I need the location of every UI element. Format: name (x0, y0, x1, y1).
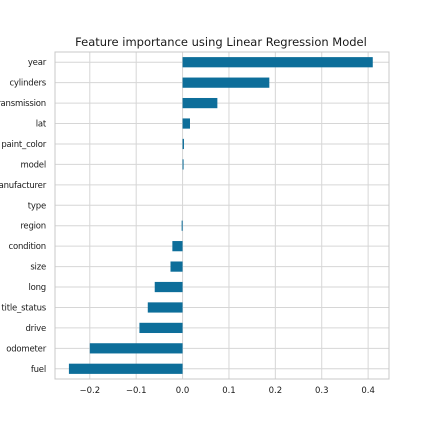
x-tick-label: 0.0 (176, 386, 190, 396)
category-label: long (28, 283, 46, 293)
category-label: region (20, 222, 46, 232)
category-label: model (21, 160, 46, 170)
x-tick-label: 0.3 (315, 386, 329, 396)
bar-size (170, 261, 183, 272)
bar-model (182, 159, 184, 170)
bar-region (181, 220, 183, 231)
bar-year (182, 57, 373, 68)
bars (68, 57, 373, 374)
category-label: size (30, 263, 46, 273)
bar-lat (182, 118, 190, 129)
bar-paint-color (182, 138, 184, 150)
x-tick-labels: −0.2 −0.1 0.0 0.1 0.2 0.3 0.4 (79, 386, 374, 396)
category-label: year (28, 58, 47, 68)
grid-lines (55, 52, 389, 379)
bar-title-status (147, 302, 183, 313)
bar-condition (172, 241, 183, 252)
x-tick-label: −0.1 (126, 386, 147, 396)
category-label: drive (25, 324, 46, 334)
category-label: title_status (1, 303, 46, 313)
bar-fuel (68, 363, 183, 374)
category-label: manufacturer (0, 181, 47, 191)
category-labels: year cylinders transmission lat paint_colorm… (0, 58, 47, 375)
x-tick-label: 0.1 (222, 386, 236, 396)
bar-cylinders (182, 77, 270, 88)
x-tick-label: −0.2 (79, 386, 100, 396)
category-label: type (28, 201, 46, 211)
x-tick-label: 0.4 (361, 386, 375, 396)
bar-long (154, 281, 183, 293)
bar-odometer (89, 343, 183, 354)
bar-drive (139, 322, 183, 334)
bar-transmission (182, 97, 218, 109)
chart-title: Feature importance using Linear Regressi… (75, 35, 367, 49)
category-label: lat (36, 120, 47, 130)
category-label: transmission (0, 99, 46, 109)
plot-frame (54, 51, 390, 380)
category-label: cylinders (9, 79, 46, 89)
category-label: paint_color (1, 140, 46, 150)
x-tick-label: 0.2 (269, 386, 283, 396)
category-label: odometer (6, 344, 46, 354)
category-label: condition (8, 242, 46, 252)
category-label: fuel (31, 365, 46, 375)
